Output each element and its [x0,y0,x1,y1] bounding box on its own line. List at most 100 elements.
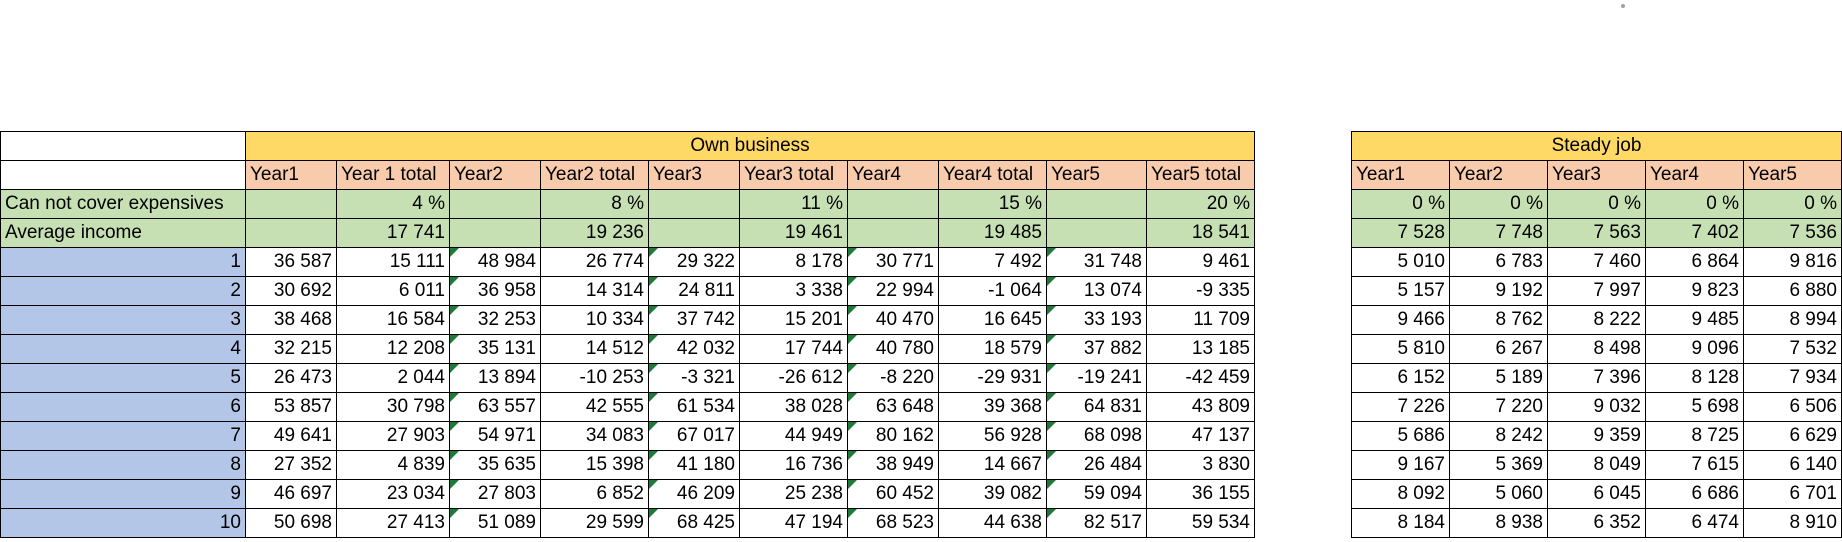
data-cell[interactable]: 40 780 [847,334,939,364]
row-index[interactable]: 6 [0,392,246,422]
row-index[interactable]: 2 [0,276,246,306]
average-value[interactable]: 7 748 [1449,218,1548,248]
data-cell[interactable]: 68 098 [1046,421,1147,451]
cover-value[interactable] [449,189,541,219]
data-cell[interactable]: 15 111 [336,247,450,277]
column-header[interactable]: Year2 [449,160,541,190]
cover-value[interactable] [648,189,740,219]
data-cell[interactable]: 5 810 [1351,334,1450,364]
average-value[interactable]: 7 563 [1547,218,1646,248]
data-cell[interactable]: 47 194 [739,508,848,538]
row-label-cover[interactable]: Can not cover expensives [0,189,246,219]
cover-value[interactable] [847,189,939,219]
column-header[interactable]: Year1 [245,160,337,190]
column-header[interactable]: Year4 [1645,160,1744,190]
data-cell[interactable]: 13 074 [1046,276,1147,306]
data-cell[interactable]: 7 226 [1351,392,1450,422]
data-cell[interactable]: 36 958 [449,276,541,306]
data-cell[interactable]: 5 010 [1351,247,1450,277]
data-cell[interactable]: 9 823 [1645,276,1744,306]
average-value[interactable]: 19 461 [739,218,848,248]
data-cell[interactable]: 48 984 [449,247,541,277]
data-cell[interactable]: -42 459 [1146,363,1255,393]
data-cell[interactable]: 5 369 [1449,450,1548,480]
data-cell[interactable]: 23 034 [336,479,450,509]
data-cell[interactable]: 6 140 [1743,450,1842,480]
average-value[interactable] [449,218,541,248]
data-cell[interactable]: 8 938 [1449,508,1548,538]
data-cell[interactable]: 14 667 [938,450,1047,480]
data-cell[interactable]: 37 742 [648,305,740,335]
data-cell[interactable]: 7 615 [1645,450,1744,480]
data-cell[interactable]: 36 155 [1146,479,1255,509]
average-value[interactable] [245,218,337,248]
data-cell[interactable]: -26 612 [739,363,848,393]
row-index[interactable]: 7 [0,421,246,451]
data-cell[interactable]: 7 997 [1547,276,1646,306]
data-cell[interactable]: 11 709 [1146,305,1255,335]
data-cell[interactable]: 8 184 [1351,508,1450,538]
data-cell[interactable]: 63 557 [449,392,541,422]
data-cell[interactable]: 5 189 [1449,363,1548,393]
data-cell[interactable]: 8 994 [1743,305,1842,335]
data-cell[interactable]: 31 748 [1046,247,1147,277]
data-cell[interactable]: -8 220 [847,363,939,393]
column-header[interactable]: Year 1 total [336,160,450,190]
data-cell[interactable]: 9 485 [1645,305,1744,335]
cover-value[interactable]: 4 % [336,189,450,219]
data-cell[interactable]: 27 803 [449,479,541,509]
average-value[interactable]: 7 536 [1743,218,1842,248]
data-cell[interactable]: 5 686 [1351,421,1450,451]
data-cell[interactable]: 8 128 [1645,363,1744,393]
data-cell[interactable]: 29 322 [648,247,740,277]
cover-value[interactable]: 0 % [1351,189,1450,219]
data-cell[interactable]: 8 242 [1449,421,1548,451]
average-value[interactable]: 7 528 [1351,218,1450,248]
data-cell[interactable]: 30 798 [336,392,450,422]
data-cell[interactable]: 12 208 [336,334,450,364]
data-cell[interactable]: 2 044 [336,363,450,393]
row-index[interactable]: 5 [0,363,246,393]
data-cell[interactable]: 80 162 [847,421,939,451]
data-cell[interactable]: -29 931 [938,363,1047,393]
column-header[interactable]: Year5 [1743,160,1842,190]
data-cell[interactable]: 44 949 [739,421,848,451]
row-index[interactable]: 9 [0,479,246,509]
row-index[interactable]: 3 [0,305,246,335]
column-header[interactable]: Year2 [1449,160,1548,190]
column-header[interactable]: Year4 [847,160,939,190]
data-cell[interactable]: 8 762 [1449,305,1548,335]
data-cell[interactable]: 41 180 [648,450,740,480]
data-cell[interactable]: 7 532 [1743,334,1842,364]
data-cell[interactable]: 32 215 [245,334,337,364]
data-cell[interactable]: 15 398 [540,450,649,480]
cover-value[interactable] [245,189,337,219]
data-cell[interactable]: 8 222 [1547,305,1646,335]
data-cell[interactable]: 27 352 [245,450,337,480]
data-cell[interactable]: -10 253 [540,363,649,393]
data-cell[interactable]: 32 253 [449,305,541,335]
empty-cell[interactable] [0,160,246,190]
average-value[interactable] [847,218,939,248]
average-value[interactable]: 17 741 [336,218,450,248]
data-cell[interactable]: 64 831 [1046,392,1147,422]
data-cell[interactable]: 29 599 [540,508,649,538]
data-cell[interactable]: 39 082 [938,479,1047,509]
data-cell[interactable]: 6 686 [1645,479,1744,509]
data-cell[interactable]: 27 903 [336,421,450,451]
empty-cell[interactable] [0,131,246,161]
data-cell[interactable]: 35 635 [449,450,541,480]
data-cell[interactable]: 44 638 [938,508,1047,538]
data-cell[interactable]: 53 857 [245,392,337,422]
column-header[interactable]: Year3 total [739,160,848,190]
average-value[interactable] [1046,218,1147,248]
cover-value[interactable]: 20 % [1146,189,1255,219]
data-cell[interactable]: 3 338 [739,276,848,306]
data-cell[interactable]: 13 185 [1146,334,1255,364]
data-cell[interactable]: 5 157 [1351,276,1450,306]
data-cell[interactable]: 26 473 [245,363,337,393]
data-cell[interactable]: 38 468 [245,305,337,335]
data-cell[interactable]: 68 425 [648,508,740,538]
data-cell[interactable]: 8 910 [1743,508,1842,538]
data-cell[interactable]: 10 334 [540,305,649,335]
